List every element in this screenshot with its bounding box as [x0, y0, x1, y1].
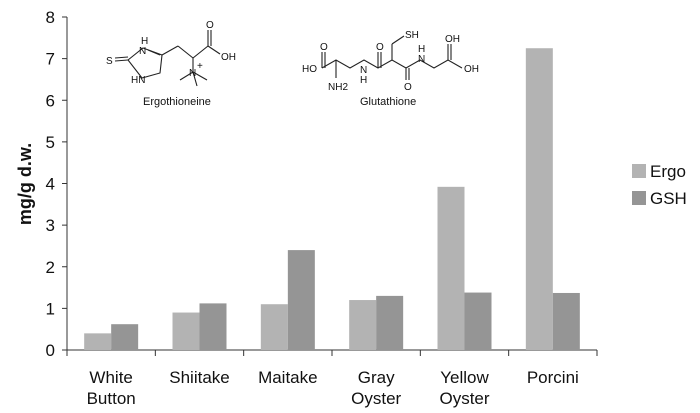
- gsh-atom-nh2: NH2: [328, 82, 348, 93]
- x-category-label: White: [89, 368, 132, 387]
- ergo-atom-oh: OH: [221, 52, 236, 63]
- bar-ergo-3: [349, 300, 377, 350]
- bar-ergo-2: [260, 304, 288, 350]
- bar-gsh-2: [287, 250, 315, 350]
- y-tick-label: 0: [46, 341, 55, 360]
- glutathione-structure: HO O NH2 H N O SH H N O OH OH Glutathion…: [302, 30, 479, 108]
- gsh-atom-h1: H: [360, 75, 367, 86]
- y-tick-label: 5: [46, 133, 55, 152]
- chart-axes: [62, 16, 598, 356]
- y-tick-label: 6: [46, 91, 55, 110]
- bar-gsh-5: [552, 292, 580, 350]
- ergo-atom-h: H: [141, 36, 148, 47]
- y-tick-labels: 0 1 2 3 4 5 6 7 8: [46, 8, 55, 360]
- legend-swatch-gsh: [632, 191, 646, 205]
- gsh-atom-sh: SH: [405, 30, 419, 41]
- bar-ergo-5: [525, 48, 553, 350]
- legend-label-gsh: GSH: [650, 189, 687, 208]
- x-category-label: Porcini: [527, 368, 579, 387]
- bar-gsh-4: [464, 292, 492, 350]
- x-category-label: Oyster: [351, 389, 401, 408]
- y-tick-label: 7: [46, 50, 55, 69]
- gsh-atom-o1: O: [320, 42, 328, 53]
- legend-label-ergo: Ergo: [650, 162, 686, 181]
- y-axis-label: mg/g d.w.: [15, 143, 35, 225]
- x-category-label: Maitake: [258, 368, 318, 387]
- x-category-label: Gray: [358, 368, 395, 387]
- gsh-atom-ho: HO: [302, 64, 317, 75]
- gsh-atom-oh: OH: [464, 64, 479, 75]
- bar-ergo-4: [437, 186, 465, 350]
- x-category-label: Yellow: [440, 368, 489, 387]
- bar-gsh-1: [199, 303, 227, 350]
- gsh-atom-h2: H: [418, 44, 425, 55]
- bar-ergo-1: [172, 312, 200, 350]
- ergo-atom-hn: HN: [131, 75, 145, 86]
- ergo-atom-n-amine: N: [189, 68, 196, 79]
- chart-bars: [84, 48, 580, 350]
- bar-gsh-0: [111, 324, 139, 350]
- x-category-label: Button: [87, 389, 136, 408]
- ergo-charge-plus: +: [197, 61, 203, 72]
- legend-swatch-ergo: [632, 164, 646, 178]
- y-tick-label: 3: [46, 216, 55, 235]
- ergo-atom-n: N: [139, 46, 146, 57]
- y-tick-label: 2: [46, 258, 55, 277]
- bar-ergo-0: [84, 333, 112, 350]
- y-tick-label: 8: [46, 8, 55, 27]
- gsh-atom-n1: N: [360, 65, 367, 76]
- y-tick-label: 4: [46, 175, 55, 194]
- x-category-labels: White Button Shiitake Maitake Gray Oyster Yell…: [87, 368, 579, 408]
- gsh-name: Glutathione: [360, 96, 416, 108]
- y-tick-label: 1: [46, 299, 55, 318]
- gsh-atom-o3: O: [404, 82, 412, 93]
- ergothioneine-structure: S H N HN OH O N + Ergothioneine: [106, 20, 236, 108]
- gsh-atom-n2: N: [418, 54, 425, 65]
- legend: Ergo GSH: [632, 162, 687, 208]
- ergo-atom-s: S: [106, 56, 113, 67]
- x-category-label: Shiitake: [169, 368, 229, 387]
- ergo-atom-o: O: [206, 20, 214, 31]
- x-category-label: Oyster: [439, 389, 489, 408]
- gsh-atom-o2: O: [376, 42, 384, 53]
- bar-gsh-3: [376, 295, 404, 350]
- ergo-name: Ergothioneine: [143, 96, 211, 108]
- gsh-atom-o4: OH: [445, 34, 460, 45]
